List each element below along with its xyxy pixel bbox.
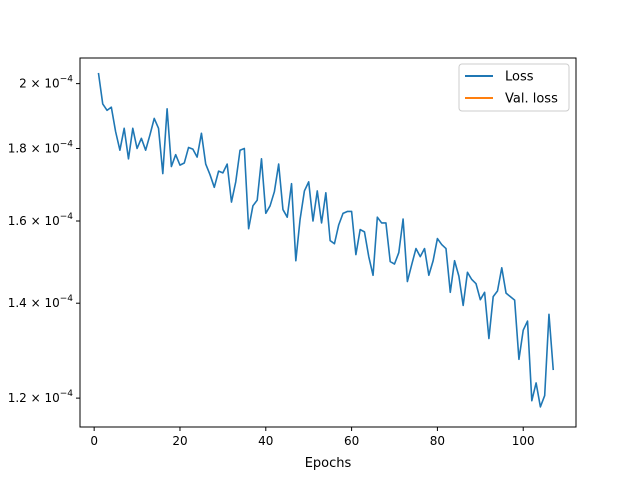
axes-frame [79, 57, 577, 428]
x-axis: 0 20 40 60 80 100 [90, 427, 535, 448]
x-tick-label: 80 [430, 434, 445, 448]
x-tick-label: 60 [344, 434, 359, 448]
y-tick-label: 1.4 × 10−4 [8, 294, 74, 310]
x-axis-label: Epochs [305, 456, 352, 471]
x-tick-label: 40 [258, 434, 273, 448]
legend-label: Loss [505, 70, 534, 85]
y-tick-label: 1.6 × 10−4 [8, 212, 74, 228]
plot-area [97, 72, 555, 408]
y-tick-label: 1.8 × 10−4 [8, 139, 74, 155]
legend-label: Val. loss [505, 92, 558, 107]
y-axis: 1.2 × 10−4 1.4 × 10−4 1.6 × 10−4 1.8 × 10−4… [8, 75, 80, 405]
x-tick-label: 0 [90, 434, 98, 448]
legend: Loss Val. loss [458, 63, 570, 112]
y-tick-label: 1.2 × 10−4 [8, 389, 74, 405]
x-tick-label: 20 [172, 434, 187, 448]
y-tick-label: 2 × 10−4 [19, 75, 73, 91]
series-line-0 [97, 72, 555, 408]
x-tick-label: 100 [512, 434, 535, 448]
